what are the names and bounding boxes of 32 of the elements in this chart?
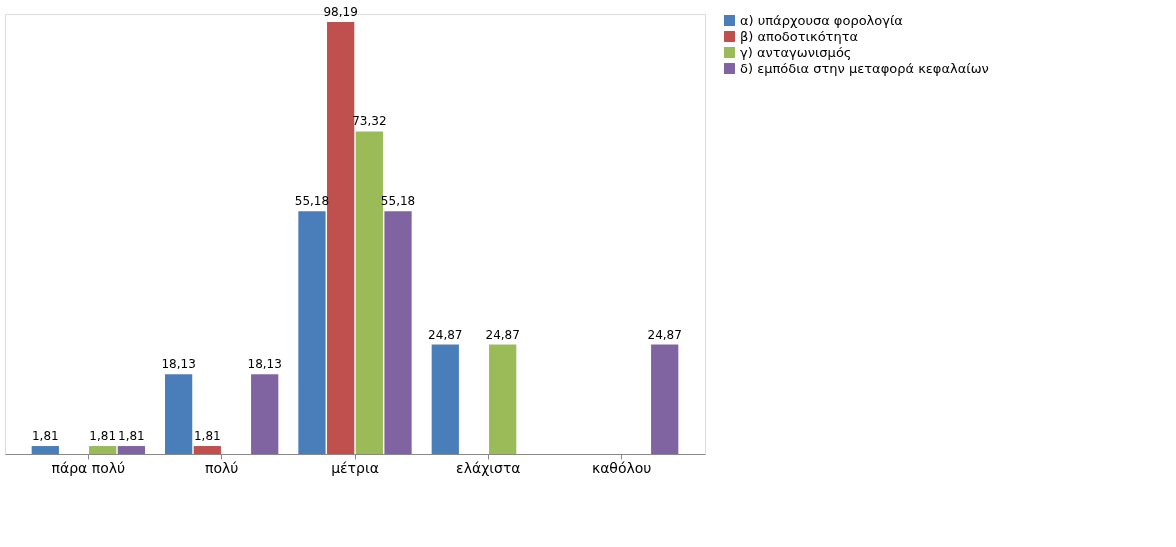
bar <box>117 446 145 454</box>
bar <box>651 344 679 454</box>
data-label: 24,87 <box>428 327 463 342</box>
data-label: 1,81 <box>193 429 221 444</box>
bar <box>489 344 517 454</box>
legend-label: β) αποδοτικότητα <box>740 28 859 44</box>
data-label: 1,81 <box>31 429 59 444</box>
bar <box>251 374 279 454</box>
x-tick-label: μέτρια <box>331 459 379 476</box>
data-label: 1,81 <box>89 429 117 444</box>
bar <box>355 131 383 454</box>
bar <box>165 374 193 454</box>
bar <box>193 446 221 454</box>
data-label: 24,87 <box>485 327 520 342</box>
bar <box>89 446 117 454</box>
bar <box>298 211 326 454</box>
x-tick-label: πολύ <box>204 459 239 476</box>
data-label: 18,13 <box>247 357 282 372</box>
legend-label: γ) ανταγωνισμός <box>740 44 852 60</box>
x-tick-label: ελάχιστα <box>456 459 521 476</box>
bar <box>384 211 412 454</box>
legend-label: α) υπάρχουσα φορολογία <box>740 12 903 28</box>
bar <box>327 21 355 454</box>
x-tick-label: πάρα πολύ <box>51 459 126 476</box>
data-label: 24,87 <box>647 327 682 342</box>
x-tick-label: καθόλου <box>591 459 652 476</box>
bar <box>31 446 59 454</box>
data-label: 18,13 <box>161 357 196 372</box>
data-label: 1,81 <box>118 429 145 444</box>
bar <box>431 344 459 454</box>
legend-label: δ) εμπόδια στην μεταφορά κεφαλαίων <box>740 60 989 76</box>
data-label: 98,19 <box>323 4 358 19</box>
